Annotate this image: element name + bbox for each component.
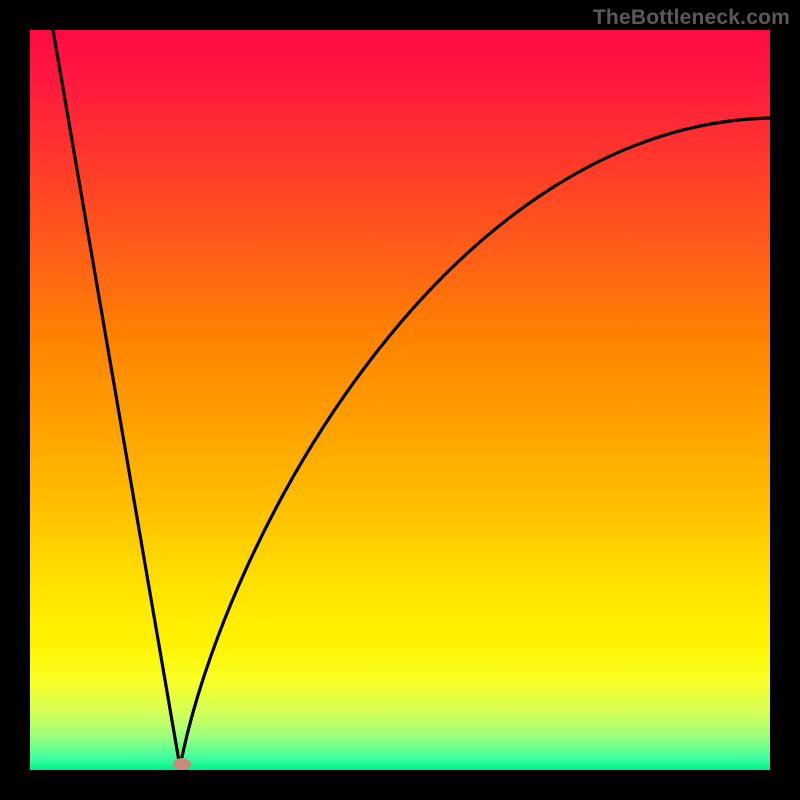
watermark-text: TheBottleneck.com (593, 6, 790, 30)
chart-container: { "watermark": { "text": "TheBottleneck.… (0, 0, 800, 800)
bottleneck-chart (0, 0, 800, 800)
vertex-marker (173, 758, 191, 770)
gradient-background (30, 30, 770, 770)
